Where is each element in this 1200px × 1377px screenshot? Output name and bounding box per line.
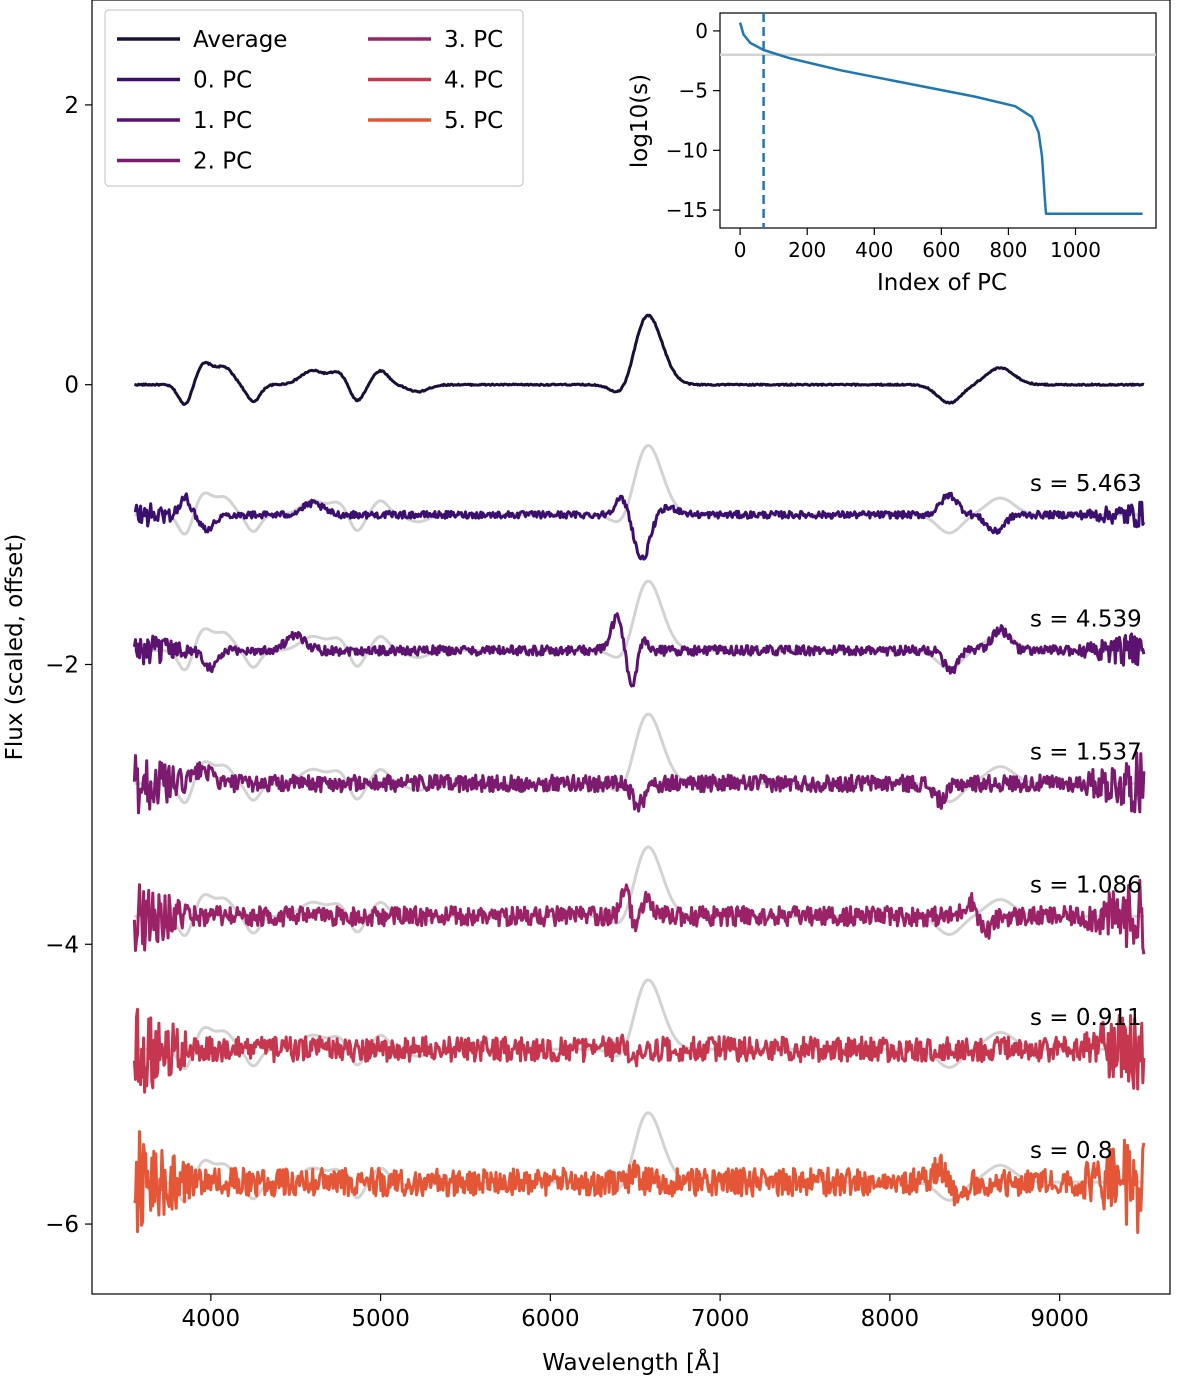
- x-tick-label: 4000: [182, 1306, 241, 1332]
- s-label-1: s = 5.463: [1030, 471, 1142, 497]
- inset-y-tick-label: −5: [679, 79, 708, 103]
- s-label-4: s = 1.086: [1030, 872, 1142, 898]
- legend-label-1: 0. PC: [193, 68, 252, 94]
- legend-label-0: Average: [193, 27, 287, 53]
- inset-plot: 0 200 400 600 800 1000 0−5−10−15 Index of PC …: [627, 12, 1157, 296]
- s-label-5: s = 0.911: [1030, 1005, 1142, 1031]
- reference-curve-1: [134, 444, 1144, 536]
- x-tick-label: 9000: [1030, 1306, 1089, 1332]
- inset-x-tick-label: 200: [788, 238, 826, 262]
- series-line-3: [132, 751, 1146, 815]
- s-label-3: s = 1.537: [1030, 739, 1142, 765]
- series-line-1: [133, 491, 1146, 561]
- inset-y-axis-label: log10(s): [627, 74, 653, 168]
- series-line-2: [132, 612, 1146, 688]
- y-tick-label: −6: [45, 1212, 79, 1238]
- legend: Average 0. PC 1. PC 2. PC 3. PC 4. PC 5. PC: [104, 9, 524, 187]
- series-lines: [132, 313, 1146, 1234]
- s-labels: s = 5.463 s = 4.539 s = 1.537 s = 1.086 s = …: [1030, 471, 1142, 1164]
- inset-y-tick-label: 0: [695, 19, 708, 43]
- legend-label-6: 5. PC: [444, 108, 503, 134]
- inset-x-axis-label: Index of PC: [877, 270, 1007, 296]
- inset-y-tick-label: −10: [666, 138, 708, 162]
- y-axis-ticks: 2 0 −2 −4 −6: [45, 93, 92, 1238]
- y-tick-label: −2: [45, 652, 79, 678]
- inset-x-tick-label: 1000: [1050, 238, 1101, 262]
- y-tick-label: 2: [64, 93, 79, 119]
- inset-x-tick-label: 600: [922, 238, 960, 262]
- inset-plot-frame: [719, 12, 1157, 229]
- inset-x-tick-label: 0: [734, 238, 747, 262]
- x-axis-label: Wavelength [Å]: [542, 1348, 719, 1376]
- legend-label-3: 2. PC: [193, 149, 252, 175]
- x-tick-label: 8000: [861, 1306, 920, 1332]
- s-label-2: s = 4.539: [1030, 607, 1142, 633]
- series-line-0: [134, 313, 1145, 406]
- main-plot-frame: [91, 0, 1171, 1295]
- y-tick-label: 0: [64, 373, 79, 399]
- inset-x-tick-label: 400: [855, 238, 893, 262]
- series-line-4: [132, 878, 1146, 955]
- inset-x-axis-ticks: 0 200 400 600 800 1000: [734, 228, 1101, 262]
- y-tick-label: −4: [45, 932, 79, 958]
- legend-frame: [104, 9, 524, 187]
- inset-x-tick-label: 800: [989, 238, 1027, 262]
- series-line-6: [133, 1130, 1146, 1234]
- x-tick-label: 6000: [521, 1306, 580, 1332]
- legend-label-5: 4. PC: [444, 68, 503, 94]
- inset-singular-value-curve: [738, 22, 1143, 215]
- legend-label-2: 1. PC: [193, 108, 252, 134]
- s-label-6: s = 0.8: [1030, 1138, 1112, 1164]
- series-line-5: [132, 1007, 1146, 1094]
- legend-label-4: 3. PC: [444, 27, 503, 53]
- inset-y-axis-ticks: 0 −5 −10 −15: [666, 19, 720, 222]
- x-axis-ticks: 4000 5000 6000 7000 8000 9000: [182, 1294, 1089, 1332]
- x-tick-label: 7000: [691, 1306, 750, 1332]
- inset-y-tick-label: −15: [666, 198, 708, 222]
- x-tick-label: 5000: [351, 1306, 410, 1332]
- y-axis-label: Flux (scaled, offset): [2, 534, 28, 761]
- inset-lines: [720, 13, 1156, 228]
- main-plot: 4000 5000 6000 7000 8000 9000 20−2−4−6 s = 5.…: [2, 0, 1171, 1376]
